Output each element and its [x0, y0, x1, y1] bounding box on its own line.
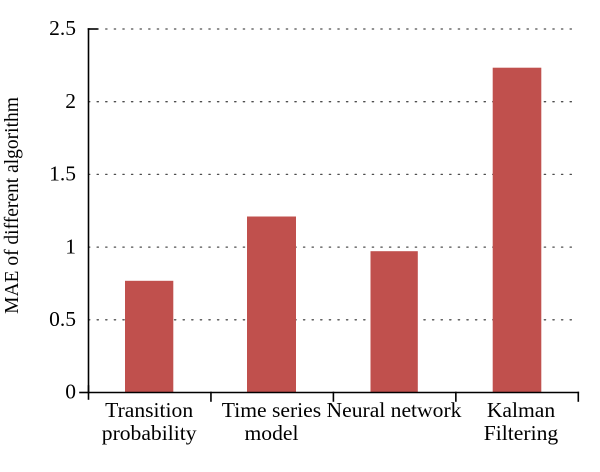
svg-text:Filtering: Filtering — [484, 421, 559, 445]
svg-text:model: model — [245, 421, 299, 445]
svg-text:MAE of different algorithm: MAE of different algorithm — [2, 97, 23, 314]
svg-text:2: 2 — [65, 89, 76, 113]
svg-text:2.5: 2.5 — [49, 16, 76, 40]
svg-text:Time series: Time series — [222, 398, 321, 422]
svg-text:0: 0 — [65, 380, 76, 404]
svg-text:Kalman: Kalman — [487, 398, 556, 422]
svg-text:1: 1 — [65, 234, 76, 258]
svg-text:Neural network: Neural network — [327, 398, 462, 422]
svg-text:0.5: 0.5 — [49, 307, 76, 331]
svg-text:1.5: 1.5 — [49, 162, 76, 186]
svg-text:Transition: Transition — [105, 398, 193, 422]
svg-text:probability: probability — [102, 421, 197, 445]
